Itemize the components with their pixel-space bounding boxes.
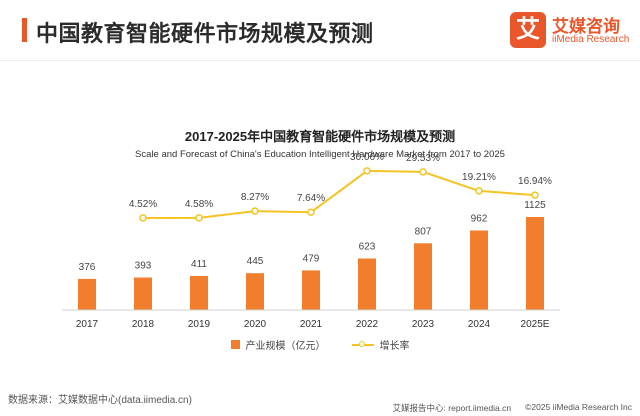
- x-tick-label-2025E: 2025E: [521, 319, 550, 330]
- bar-2022: [358, 258, 376, 310]
- page-title: 中国教育智能硬件市场规模及预测: [36, 21, 374, 46]
- header-accent-bar: [22, 18, 27, 42]
- growth-point-2020: [251, 207, 259, 215]
- legend-label-growth: 增长率: [379, 341, 410, 352]
- x-tick-label-2023: 2023: [412, 319, 435, 330]
- growth-label-2020: 8.27%: [241, 192, 269, 203]
- chart-legend: 产业规模（亿元） 增长率: [0, 337, 640, 352]
- legend-item-scale: 产业规模（亿元）: [230, 337, 326, 352]
- bar-value-label-2019: 411: [191, 259, 207, 270]
- x-tick-label-2024: 2024: [468, 319, 491, 330]
- x-tick-label-2021: 2021: [300, 319, 323, 330]
- footer-copyright: ©2025 iiMedia Research Inc: [525, 402, 632, 412]
- x-tick-label-2018: 2018: [132, 319, 155, 330]
- brand-logo: 艾 艾媒咨询 iiMedia Research: [510, 10, 630, 50]
- chart-title: 2017-2025年中国教育智能硬件市场规模及预测: [184, 129, 456, 144]
- growth-point-2021: [307, 208, 315, 216]
- growth-label-2018: 4.52%: [129, 199, 157, 210]
- growth-point-2018: [139, 214, 147, 222]
- bar-value-label-2018: 393: [135, 261, 152, 272]
- legend-line-swatch: [351, 340, 374, 347]
- bar-2018: [134, 277, 152, 310]
- bar-2019: [190, 276, 208, 310]
- logo-name-cn: 艾媒咨询: [552, 17, 620, 36]
- legend-label-scale: 产业规模（亿元）: [245, 341, 326, 352]
- growth-point-2024: [475, 187, 483, 195]
- x-tick-label-2019: 2019: [188, 319, 211, 330]
- bar-value-label-2021: 479: [303, 253, 320, 264]
- bar-value-label-2025E: 1125: [524, 200, 546, 211]
- bar-value-label-2017: 376: [79, 262, 96, 273]
- bar-value-label-2023: 807: [415, 226, 432, 237]
- growth-label-2021: 7.64%: [297, 193, 325, 204]
- bar-value-label-2022: 623: [359, 241, 376, 252]
- growth-line-layer: 4.52% 4.58% 8.27% 7.64% 30.06% 29.53% 19.21% 16…: [129, 152, 552, 222]
- x-axis-layer: 2017 2018 2019 2020 2021 2022 2023 2024 2025E: [62, 309, 560, 330]
- bar-2025E: [526, 217, 544, 310]
- bar-value-label-2020: 445: [247, 256, 264, 267]
- growth-label-2022: 30.06%: [350, 152, 384, 163]
- growth-label-2019: 4.58%: [185, 199, 213, 210]
- growth-point-2025E: [531, 191, 539, 199]
- chart-subtitle: Scale and Forecast of China's Education …: [135, 149, 505, 160]
- bar-2020: [246, 273, 264, 310]
- bar-value-label-2024: 962: [471, 213, 488, 224]
- legend-bar-swatch: [230, 340, 240, 349]
- header-divider: [0, 60, 640, 61]
- bars-layer: 376 393 411 445 479 623 807 962 1125: [78, 200, 546, 310]
- legend-item-growth: 增长率: [351, 337, 410, 352]
- logo-name-en: iiMedia Research: [552, 34, 630, 45]
- bar-2017: [78, 278, 96, 310]
- bar-2024: [470, 230, 488, 310]
- x-tick-label-2017: 2017: [76, 319, 99, 330]
- growth-point-2022: [363, 167, 371, 175]
- data-source: 数据来源：艾媒数据中心(data.iimedia.cn): [8, 395, 192, 406]
- x-tick-label-2020: 2020: [244, 319, 267, 330]
- x-tick-label-2022: 2022: [356, 319, 379, 330]
- growth-label-2023: 29.53%: [406, 153, 440, 164]
- footer-report-link[interactable]: 艾媒报告中心: report.iimedia.cn: [392, 403, 512, 413]
- footer: 艾媒报告中心: report.iimedia.cn ©2025 iiMedia …: [393, 402, 632, 414]
- growth-point-2023: [419, 168, 427, 176]
- growth-rate-line: [142, 169, 536, 219]
- bar-2023: [414, 243, 432, 310]
- bar-2021: [302, 270, 320, 310]
- logo-mark-icon: 艾: [510, 12, 546, 48]
- growth-label-2025E: 16.94%: [518, 176, 552, 187]
- growth-label-2024: 19.21%: [462, 172, 496, 183]
- growth-point-2019: [195, 214, 203, 222]
